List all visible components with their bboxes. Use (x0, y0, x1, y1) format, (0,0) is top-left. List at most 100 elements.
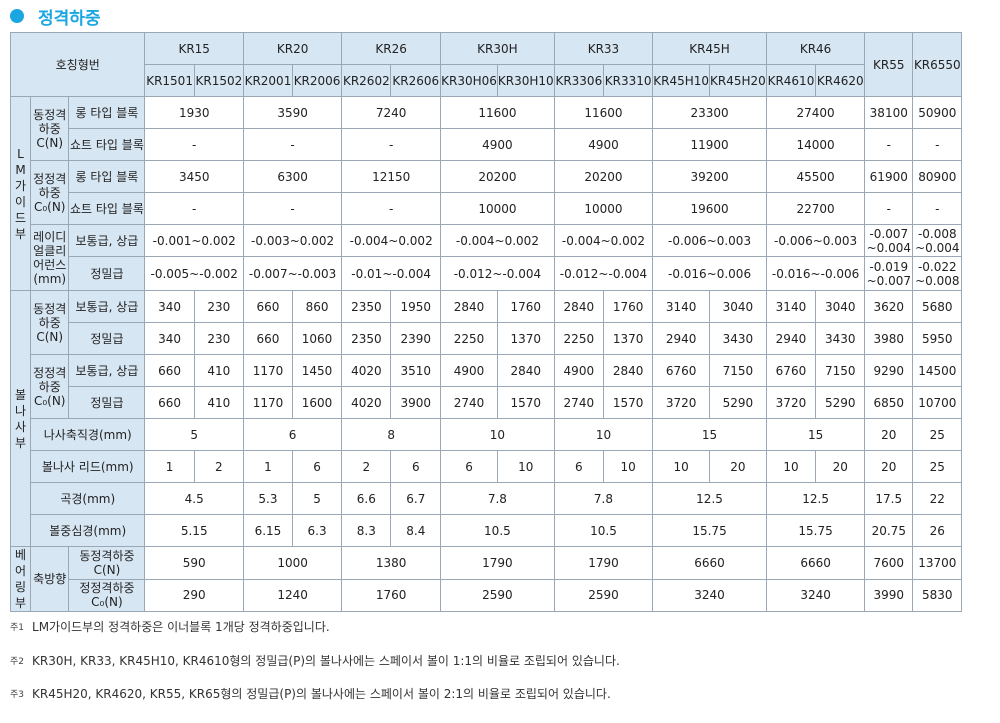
type-label: 정정격하중 C₀(N) (68, 578, 146, 612)
model-header: KR20 (242, 32, 343, 65)
cell-text: 10 (518, 459, 534, 474)
cell-text: 6660 (694, 555, 725, 570)
cell-text: 3620 (873, 299, 905, 314)
value-cell: 4020 (341, 354, 392, 387)
cell-text: 1 (165, 459, 174, 474)
cell-text: 5290 (824, 395, 856, 410)
value-cell: 290 (144, 578, 244, 612)
cell-text: 볼나사 리드(mm) (41, 459, 134, 474)
cell-text: -0.007 ~0.004 (866, 226, 911, 255)
cell-text: 15.75 (692, 523, 727, 538)
submodel-header: KR3306 (553, 64, 604, 97)
cell-text: 26 (929, 523, 945, 538)
cell-text: 25 (929, 459, 945, 474)
cell-text: 보통급, 상급 (75, 299, 139, 314)
value-cell: - (864, 128, 914, 161)
cell-text: KR6550 (913, 57, 961, 72)
cell-text: 1240 (277, 588, 308, 603)
cell-text: 5830 (922, 588, 953, 603)
cell-text: 660 (158, 363, 182, 378)
value-cell: 6 (553, 450, 604, 483)
cell-text: 38100 (869, 105, 908, 120)
value-cell: 2250 (440, 322, 498, 355)
cell-text: 축방향 (33, 572, 67, 586)
cell-text: 25 (929, 427, 945, 442)
cell-text: 레이디 (33, 229, 67, 244)
value-cell: 1170 (243, 354, 293, 387)
value-cell: -0.008 ~0.004 (912, 224, 963, 257)
cell-text: 6.7 (406, 491, 426, 506)
model-header: KR26 (341, 32, 442, 65)
corner-header: 호칭형번 (9, 32, 146, 97)
cell-text: 19600 (690, 201, 729, 216)
value-cell: 2 (341, 450, 392, 483)
value-cell: 5950 (912, 322, 963, 355)
value-cell: 26 (912, 514, 963, 547)
cell-text: 27400 (796, 105, 835, 120)
cell-text: 3900 (400, 395, 432, 410)
value-cell: 3240 (652, 578, 767, 612)
cell-text: -0.01~-0.004 (351, 266, 432, 281)
value-cell: 6760 (652, 354, 711, 387)
value-cell: 3900 (390, 386, 442, 419)
cell-text: 2390 (400, 331, 432, 346)
value-cell: - (242, 128, 343, 161)
cell-text: 곡경(mm) (60, 491, 116, 506)
cell-text: 8.3 (356, 523, 376, 538)
cell-text: 12.5 (696, 491, 723, 506)
submodel-header: KR3310 (602, 64, 654, 97)
cell-text: 1450 (301, 363, 333, 378)
value-cell: 660 (144, 386, 195, 419)
value-cell: 15.75 (652, 514, 767, 547)
value-cell: 1760 (602, 290, 654, 323)
cell-text: 12150 (372, 169, 411, 184)
submodel-header: KR2006 (291, 64, 343, 97)
value-cell: 4900 (440, 354, 498, 387)
cell-text: 롱 타입 블록 (75, 105, 139, 120)
cell-text: -0.004~0.002 (561, 233, 646, 248)
cell-text: -0.003~0.002 (251, 233, 335, 248)
cell-text: C₀(N) (91, 595, 123, 610)
value-cell: - (144, 128, 244, 161)
cell-text: 10 (620, 459, 636, 474)
cell-text: KR2001 (244, 73, 292, 88)
note-marker: 주1 (10, 623, 25, 633)
model-header: KR6550 (912, 32, 963, 97)
value-cell: 5290 (709, 386, 767, 419)
value-cell: - (912, 192, 963, 225)
cell-text: 7600 (873, 555, 905, 570)
cell-text: 230 (207, 299, 231, 314)
cell-text: 7240 (375, 105, 407, 120)
model-header: KR45H (652, 32, 767, 65)
value-cell: - (912, 128, 963, 161)
rated-load-table: 호칭형번 KR15 KR20 KR26 KR30H KR33 KR45H KR46 KR55 KR… (9, 32, 1000, 612)
cell-text: C₀(N) (33, 393, 66, 408)
value-cell: 2840 (496, 354, 555, 387)
cell-text: 6.15 (254, 523, 282, 538)
cell-text: 4.5 (184, 491, 204, 506)
cell-text: KR2006 (293, 73, 341, 88)
value-cell: - (242, 192, 343, 225)
type-label: 정밀급 (68, 256, 146, 291)
cell-text: 15 (807, 427, 824, 442)
cell-text: 230 (207, 331, 231, 346)
value-cell: - (144, 192, 244, 225)
value-cell: 5680 (912, 290, 963, 323)
cell-text: 1060 (301, 331, 333, 346)
cell-text: 2940 (665, 331, 697, 346)
value-cell: -0.004~0.002 (553, 224, 654, 257)
model-header: KR33 (553, 32, 654, 65)
submodel-header: KR2602 (341, 64, 392, 97)
value-cell: 2740 (440, 386, 498, 419)
cell-text: KR30H10 (497, 73, 554, 88)
bullet-icon (10, 9, 24, 23)
value-cell: - (864, 192, 914, 225)
row-label: 나사축직경(mm) (30, 418, 146, 451)
cell-text: KR45H20 (710, 73, 766, 88)
cell-text: KR33 (587, 41, 620, 56)
value-cell: 14000 (765, 128, 866, 161)
value-cell: 17.5 (864, 482, 914, 515)
cell-text: - (290, 137, 295, 152)
value-cell: 10 (496, 450, 555, 483)
value-cell: 10 (602, 450, 654, 483)
